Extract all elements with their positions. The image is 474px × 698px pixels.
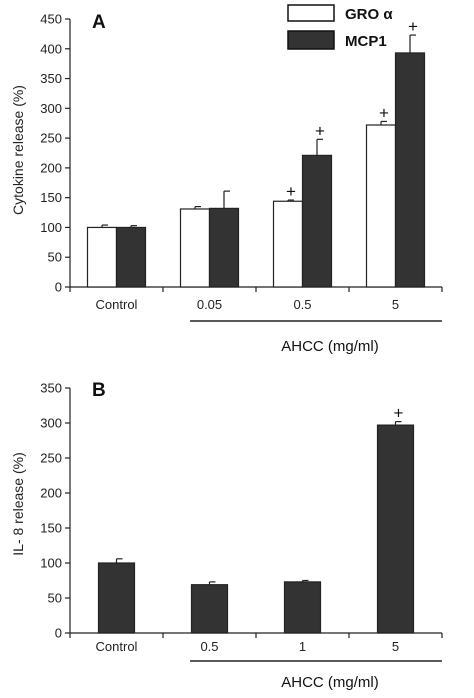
- panel-b-y-tick-label: 50: [48, 591, 62, 606]
- panel-b-chart: B IL- 8 release (%) AHCC (mg/ml) 0 50 100 1…: [10, 380, 443, 691]
- panel-b-bar: [190, 584, 229, 634]
- panel-b-y-tick-label: 150: [40, 521, 62, 536]
- panel-a-significance-marker: +: [379, 103, 389, 122]
- panel-b-y-tick-label: 350: [40, 381, 62, 396]
- panel-b-label: B: [92, 380, 106, 401]
- panel-a-y-tick-label: 0: [55, 280, 62, 295]
- panel-b-category-label: Control: [96, 639, 138, 654]
- legend-label-gro: GRO α: [345, 6, 393, 23]
- panel-b-category-label: 1: [299, 639, 306, 654]
- panel-a-y-tick-label: 50: [48, 250, 62, 265]
- panel-b-y-tick-label: 200: [40, 486, 62, 501]
- panel-a-label: A: [92, 12, 106, 33]
- panel-a-category-label: 0.5: [293, 297, 311, 312]
- panel-b-category-label: 0.5: [200, 639, 218, 654]
- panel-b-bar: [97, 562, 136, 634]
- panel-b-y-tick-label: 300: [40, 416, 62, 431]
- panel-b-bar: [376, 424, 415, 634]
- panel-a-bar: [394, 52, 426, 288]
- panel-a-y-tick-label: 400: [40, 41, 62, 56]
- panel-a-y-tick-label: 150: [40, 190, 62, 205]
- panel-a-category-label: 0.05: [197, 297, 222, 312]
- panel-a-group-label: AHCC (mg/ml): [281, 338, 379, 355]
- panel-a-chart: A Cytokine release (%) GRO α MCP1 AHCC (…: [10, 4, 443, 355]
- panel-a-bar: [272, 200, 304, 288]
- panel-b-bar: [283, 581, 322, 634]
- panel-a-bar: [115, 226, 147, 288]
- panel-a-category-label: 5: [392, 297, 399, 312]
- legend-swatch-mcp1: [287, 30, 335, 50]
- panel-a-category-label: Control: [96, 297, 138, 312]
- panel-a-y-tick-label: 450: [40, 12, 62, 27]
- panel-b-y-tick-label: 250: [40, 451, 62, 466]
- panel-a-y-tick-label: 250: [40, 131, 62, 146]
- panel-a-bar: [301, 154, 333, 288]
- panel-a-y-tick-label: 350: [40, 71, 62, 86]
- panel-a-legend: GRO α MCP1: [287, 4, 393, 50]
- panel-a-significance-marker: +: [408, 17, 418, 36]
- panel-a-y-axis-title: Cytokine release (%): [10, 85, 26, 215]
- panel-b-category-label: 5: [392, 639, 399, 654]
- panel-a-significance-marker: +: [286, 182, 296, 201]
- panel-b-significance-marker: +: [394, 404, 404, 423]
- panel-a-bar: [208, 207, 240, 288]
- panel-a-y-tick-label: 300: [40, 101, 62, 116]
- panel-a-bar: [86, 226, 118, 288]
- panel-a-significance-marker: +: [315, 121, 325, 140]
- panel-b-y-tick-label: 100: [40, 556, 62, 571]
- legend-label-mcp1: MCP1: [345, 33, 387, 50]
- panel-b-y-tick-label: 0: [55, 626, 62, 641]
- panel-a-bar: [179, 208, 211, 288]
- panel-a-bar: [365, 124, 397, 288]
- panel-a-y-tick-label: 100: [40, 220, 62, 235]
- panel-b-group-label: AHCC (mg/ml): [281, 674, 379, 691]
- legend-swatch-gro: [287, 4, 335, 22]
- panel-b-y-axis-title: IL- 8 release (%): [10, 452, 26, 555]
- panel-a-y-tick-label: 200: [40, 160, 62, 175]
